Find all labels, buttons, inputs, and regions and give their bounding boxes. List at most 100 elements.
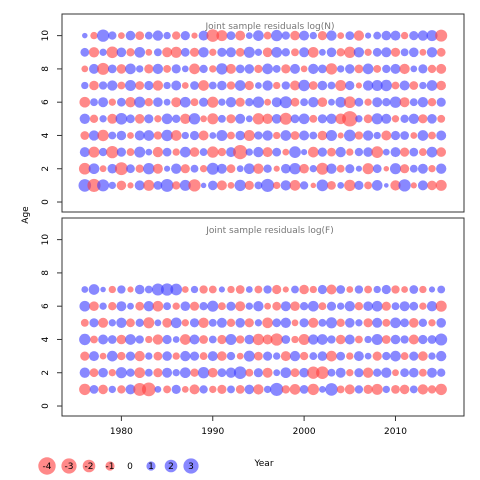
- residual-bubble: [390, 47, 401, 57]
- residual-bubble: [318, 302, 327, 311]
- residual-bubble: [345, 64, 355, 74]
- residual-bubble: [209, 65, 217, 73]
- residual-bubble: [273, 165, 280, 172]
- residual-bubble: [317, 30, 327, 41]
- residual-bubble: [363, 147, 373, 157]
- residual-bubble: [253, 146, 264, 158]
- residual-bubble: [426, 301, 438, 312]
- residual-bubble: [225, 333, 237, 346]
- residual-bubble: [234, 80, 246, 91]
- residual-bubble: [282, 286, 289, 293]
- residual-bubble: [153, 351, 163, 361]
- residual-bubble: [171, 384, 181, 394]
- residual-bubble: [117, 351, 126, 361]
- residual-bubble: [108, 31, 117, 40]
- residual-bubble: [181, 131, 189, 140]
- residual-bubble: [108, 181, 116, 190]
- residual-bubble: [335, 334, 346, 345]
- legend-bubble: [105, 461, 115, 471]
- residual-bubble: [162, 318, 172, 328]
- residual-bubble: [136, 65, 144, 73]
- residual-bubble: [326, 301, 337, 311]
- residual-bubble: [189, 334, 200, 345]
- residual-bubble: [410, 65, 418, 73]
- residual-bubble: [143, 163, 155, 175]
- residual-bubble: [180, 30, 190, 41]
- residual-bubble: [363, 114, 373, 124]
- residual-bubble: [108, 369, 116, 377]
- residual-bubble: [163, 302, 172, 311]
- residual-bubble: [437, 368, 446, 377]
- residual-bubble: [264, 302, 271, 310]
- residual-bubble: [380, 79, 392, 92]
- residual-bubble: [417, 384, 429, 395]
- residual-bubble: [390, 63, 401, 74]
- residual-bubble: [346, 352, 354, 360]
- legend-bubble: [82, 459, 96, 473]
- residual-bubble: [96, 29, 110, 42]
- residual-bubble: [418, 318, 428, 327]
- residual-bubble: [179, 96, 191, 108]
- residual-bubble: [316, 179, 329, 192]
- residual-bubble: [270, 382, 284, 396]
- residual-bubble: [199, 165, 208, 173]
- residual-bubble: [301, 149, 308, 156]
- residual-bubble: [343, 129, 356, 142]
- residual-bubble: [290, 97, 300, 107]
- residual-bubble: [299, 367, 309, 378]
- residual-bubble: [410, 132, 418, 139]
- residual-bubble: [226, 318, 236, 327]
- residual-bubble: [337, 132, 344, 139]
- residual-bubble: [180, 47, 190, 57]
- residual-bubble: [428, 319, 436, 327]
- residual-bubble: [153, 131, 163, 140]
- residual-bubble: [373, 285, 381, 294]
- residual-bubble: [207, 96, 219, 108]
- residual-bubble: [135, 31, 145, 40]
- residual-bubble: [335, 79, 347, 92]
- residual-bubble: [346, 148, 354, 156]
- residual-bubble: [171, 80, 182, 91]
- residual-bubble: [345, 318, 355, 328]
- residual-bubble: [355, 165, 362, 172]
- residual-bubble: [89, 114, 99, 123]
- residual-bubble: [290, 131, 300, 140]
- residual-bubble: [226, 351, 236, 361]
- residual-bubble: [226, 81, 236, 90]
- residual-bubble: [126, 318, 135, 328]
- residual-bubble: [89, 385, 99, 394]
- residual-bubble: [243, 163, 255, 175]
- residual-bubble: [80, 351, 90, 361]
- residual-bubble: [144, 64, 154, 74]
- residual-bubble: [216, 63, 228, 75]
- residual-bubble: [188, 113, 201, 125]
- residual-bubble: [199, 97, 209, 107]
- residual-bubble: [145, 352, 153, 360]
- residual-bubble: [244, 180, 254, 190]
- residual-bubble: [309, 114, 318, 123]
- residual-bubble: [308, 317, 319, 328]
- residual-bubble: [98, 367, 108, 378]
- residual-bubble: [245, 115, 253, 123]
- residual-bubble: [362, 163, 374, 175]
- residual-bubble: [436, 63, 447, 74]
- residual-bubble: [262, 63, 273, 75]
- residual-bubble: [290, 301, 300, 312]
- residual-bubble: [400, 164, 410, 174]
- residual-bubble: [244, 384, 255, 395]
- residual-bubble: [418, 334, 428, 345]
- x-axis-title: Year: [253, 459, 273, 469]
- residual-bubble: [326, 163, 337, 174]
- residual-bubble: [107, 113, 118, 124]
- residual-bubble: [107, 335, 117, 344]
- legend-label: 3: [188, 462, 194, 472]
- residual-bubble: [410, 182, 417, 189]
- residual-bubble: [163, 64, 172, 73]
- residual-bubble: [164, 165, 171, 172]
- residual-bubble: [363, 384, 373, 394]
- residual-bubble: [160, 178, 174, 192]
- residual-bubble: [235, 385, 245, 394]
- residual-bubble: [207, 146, 219, 158]
- residual-bubble: [262, 317, 273, 329]
- residual-bubble: [389, 163, 402, 175]
